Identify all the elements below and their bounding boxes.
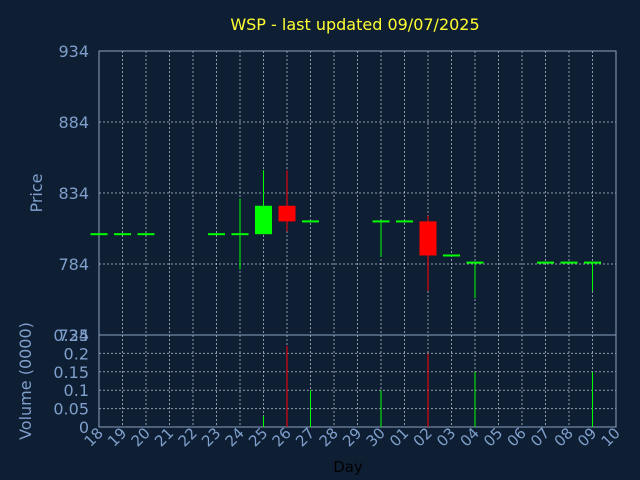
price-tick-label: 784: [58, 255, 89, 274]
x-tick-label: 03: [433, 424, 459, 450]
x-tick-label: 20: [128, 424, 154, 450]
x-tick-labels: 1819202122232425262728293001020304050607…: [81, 424, 624, 450]
x-tick-label: 05: [480, 424, 506, 450]
x-tick-label: 22: [175, 424, 201, 450]
candle-body: [396, 220, 413, 223]
x-tick-label: 24: [222, 424, 248, 450]
volume-tick-label: 0.2: [64, 344, 89, 363]
price-tick-labels: 734 784 834 884 934: [58, 42, 89, 345]
candles: [90, 170, 601, 299]
candle-body: [114, 233, 131, 236]
candle-body: [137, 233, 155, 236]
x-tick-label: 09: [574, 424, 600, 450]
candle-body: [255, 205, 272, 235]
volume-bars: [263, 346, 593, 427]
x-tick-label: 02: [410, 424, 436, 450]
candle-body: [466, 261, 484, 264]
volume-tick-label: 0: [79, 418, 89, 437]
x-tick-label: 30: [363, 424, 389, 450]
candle-body: [302, 220, 319, 223]
x-axis-label: Day: [333, 458, 363, 476]
price-grid: [98, 50, 617, 336]
price-axis-label: Price: [27, 173, 46, 212]
price-tick-label: 834: [58, 184, 89, 203]
x-tick-label: 06: [504, 424, 530, 450]
candle-body: [278, 205, 296, 222]
x-tick-label: 01: [386, 424, 412, 450]
x-tick-label: 26: [269, 424, 295, 450]
volume-axis-label: Volume (0000): [16, 322, 35, 440]
volume-grid: [98, 334, 617, 428]
candle-body: [537, 261, 554, 264]
x-tick-label: 25: [245, 424, 271, 450]
volume-tick-label: 0.05: [53, 400, 89, 419]
candle-body: [419, 221, 437, 256]
x-tick-label: 27: [292, 424, 318, 450]
volume-tick-label: 0.25: [53, 326, 89, 345]
price-tick-label: 934: [58, 42, 89, 61]
price-tick-label: 884: [58, 113, 89, 132]
candle-body: [584, 261, 601, 264]
candle-body: [372, 220, 390, 223]
x-tick-label: 10: [598, 424, 624, 450]
candle-body: [90, 233, 108, 236]
price-tick-label: 734: [58, 326, 89, 345]
chart-title: WSP - last updated 09/07/2025: [230, 15, 479, 34]
candle-body: [560, 261, 578, 264]
x-tick-label: 07: [527, 424, 553, 450]
candle-body: [231, 233, 249, 236]
volume-tick-label: 0.1: [64, 381, 89, 400]
x-tick-label: 21: [151, 424, 177, 450]
candle-body: [443, 254, 460, 257]
x-tick-label: 04: [457, 424, 483, 450]
volume-tick-labels: 00.050.10.150.20.25: [53, 326, 89, 437]
x-tick-label: 29: [339, 424, 365, 450]
candle-body: [208, 233, 225, 236]
volume-plot-frame: [98, 334, 617, 428]
x-tick-label: 23: [198, 424, 224, 450]
volume-tick-label: 0.15: [53, 363, 89, 382]
x-tick-label: 08: [551, 424, 577, 450]
x-tick-label: 19: [104, 424, 130, 450]
x-tick-label: 28: [316, 424, 342, 450]
